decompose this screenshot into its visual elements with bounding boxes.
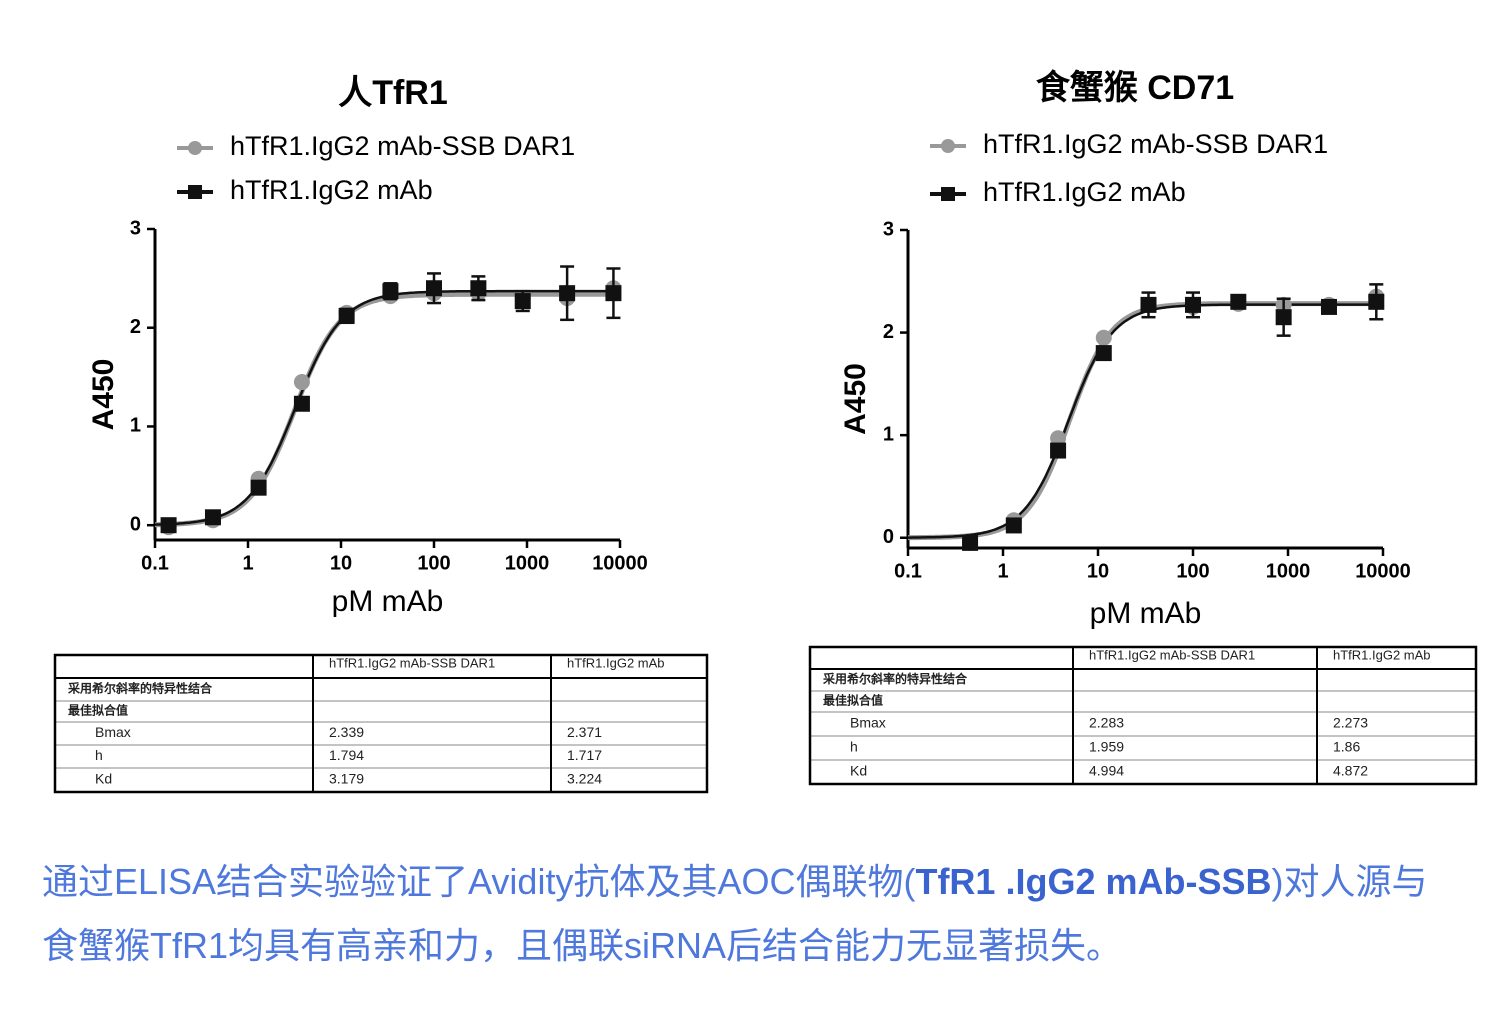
x-tick-label: 100 (417, 552, 450, 574)
x-tick-label: 1 (242, 552, 253, 574)
table-cell: Kd (95, 771, 112, 787)
data-point (1185, 296, 1201, 313)
legend-label: hTfR1.IgG2 mAb (230, 175, 433, 205)
x-tick-label: 10000 (592, 552, 648, 574)
legend-label: hTfR1.IgG2 mAb (983, 177, 1186, 207)
x-tick-label: 1000 (505, 552, 550, 574)
table-border (53, 653, 709, 794)
x-tick-label: 0.1 (141, 552, 169, 574)
y-tick-label: 3 (883, 218, 894, 240)
legend-label: hTfR1.IgG2 mAb-SSB DAR1 (983, 129, 1328, 159)
y-axis-label: A450 (839, 363, 872, 435)
x-axis-label: pM mAb (1090, 597, 1202, 630)
data-point (1230, 293, 1247, 310)
y-tick-label: 1 (130, 415, 141, 437)
data-point (160, 517, 177, 534)
y-tick-label: 1 (883, 423, 894, 445)
data-point (293, 395, 310, 412)
table-border (808, 645, 1478, 786)
caption: 通过ELISA结合实验验证了Avidity抗体及其AOC偶联物(TfR1 .Ig… (42, 850, 1462, 978)
data-point (1140, 296, 1157, 313)
x-tick-label: 1 (997, 560, 1008, 582)
table-section: 最佳拟合值 (68, 703, 128, 718)
table-header: hTfR1.IgG2 mAb (567, 655, 665, 670)
table-cell: 1.86 (1333, 739, 1360, 755)
y-tick-label: 3 (130, 217, 141, 239)
data-point (250, 479, 267, 496)
fit-curve (908, 303, 1383, 539)
legend-marker (941, 187, 955, 201)
table-header: hTfR1.IgG2 mAb-SSB DAR1 (329, 655, 495, 670)
y-tick-label: 0 (883, 526, 894, 548)
caption-text: )对人源与食蟹猴TfR1均具有高亲和力，且偶联siRNA后结合能力无显著损失。 (42, 861, 1428, 966)
fit-curve (154, 289, 620, 526)
data-point (1368, 293, 1385, 310)
data-point (1320, 298, 1337, 315)
table-cell: 3.179 (329, 771, 364, 787)
table-cell: Bmax (850, 715, 886, 731)
table-cell: 1.794 (329, 747, 364, 763)
legend-marker (941, 139, 955, 153)
figure: 人TfR1 hTfR1.IgG2 mAb-SSB DAR1 hTfR1.IgG2 m… (53, 68, 1478, 794)
table-cell: 4.872 (1333, 763, 1368, 779)
y-tick-label: 2 (130, 316, 141, 338)
table-cell: h (850, 739, 858, 755)
data-point (559, 285, 576, 302)
x-tick-label: 10000 (1355, 560, 1411, 582)
caption-text: 通过ELISA结合实验验证了Avidity抗体及其AOC偶联物( (42, 861, 916, 902)
data-point (962, 534, 979, 551)
x-tick-label: 10 (330, 552, 352, 574)
table-cell: 2.283 (1089, 715, 1124, 731)
caption-bold: TfR1 .IgG2 mAb-SSB (915, 861, 1272, 902)
data-point (426, 280, 442, 297)
data-point (1275, 309, 1292, 326)
x-tick-label: 1000 (1266, 560, 1311, 582)
table-cell: 2.273 (1333, 715, 1368, 731)
table-header: hTfR1.IgG2 mAb (1333, 647, 1431, 662)
table-section: 采用希尔斜率的特异性结合 (67, 681, 213, 696)
data-point (605, 285, 622, 302)
data-point (293, 374, 310, 391)
table-cell: 1.959 (1089, 739, 1124, 755)
table-section: 最佳拟合值 (823, 693, 883, 708)
data-point (1050, 430, 1067, 447)
table-cell: Bmax (95, 724, 131, 740)
data-point (1095, 345, 1112, 362)
data-point (1050, 442, 1067, 459)
data-point (382, 283, 399, 300)
data-point (1095, 329, 1112, 346)
data-point (338, 307, 355, 324)
data-point (204, 509, 221, 526)
data-point (1005, 517, 1022, 534)
x-tick-label: 0.1 (894, 560, 922, 582)
data-point (470, 280, 487, 297)
table-cell: 2.339 (329, 724, 364, 740)
table-cell: 4.994 (1089, 763, 1124, 779)
legend-marker (188, 141, 202, 155)
table-cell: 2.371 (567, 724, 602, 740)
table-header: hTfR1.IgG2 mAb-SSB DAR1 (1089, 647, 1255, 662)
table-cell: 3.224 (567, 771, 602, 787)
y-tick-label: 0 (130, 513, 141, 535)
table-cell: h (95, 747, 103, 763)
chart-title: 人TfR1 (338, 74, 448, 112)
fit-curve (155, 291, 620, 528)
x-tick-label: 10 (1087, 560, 1109, 582)
data-point (514, 293, 531, 310)
y-axis-label: A450 (87, 359, 120, 431)
legend-marker (188, 185, 202, 199)
x-axis-label: pM mAb (332, 585, 444, 618)
fit-curve (908, 301, 1383, 541)
table-section: 采用希尔斜率的特异性结合 (822, 671, 968, 686)
chart-title: 食蟹猴 CD71 (1036, 68, 1234, 107)
legend-label: hTfR1.IgG2 mAb-SSB DAR1 (230, 131, 575, 161)
table-cell: Kd (850, 763, 867, 779)
x-tick-label: 100 (1176, 560, 1209, 582)
y-tick-label: 2 (883, 321, 894, 343)
table-cell: 1.717 (567, 747, 602, 763)
